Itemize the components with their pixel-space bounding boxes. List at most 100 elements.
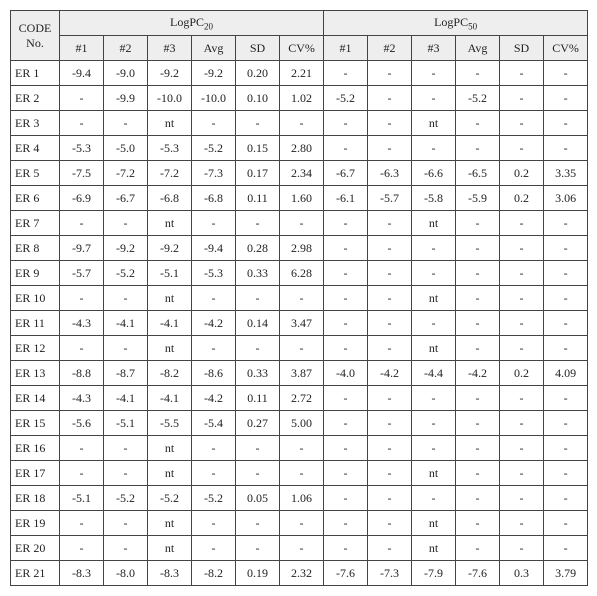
data-cell: -5.3 [148,136,192,161]
data-cell: 0.15 [236,136,280,161]
data-cell: 0.33 [236,261,280,286]
data-cell: - [544,86,588,111]
data-cell: - [280,436,324,461]
code-cell: ER 18 [11,486,60,511]
header-group-logpc50: LogPC50 [324,11,588,36]
code-cell: ER 11 [11,311,60,336]
data-cell: - [456,136,500,161]
data-cell: -6.8 [192,186,236,211]
code-cell: ER 12 [11,336,60,361]
data-cell: - [500,436,544,461]
table-row: ER 10--nt-----nt--- [11,286,588,311]
data-cell: - [324,536,368,561]
table-body: ER 1-9.4-9.0-9.2-9.20.202.21------ ER 2-… [11,61,588,586]
data-cell: -7.3 [192,161,236,186]
code-cell: ER 20 [11,536,60,561]
data-cell: -7.5 [60,161,104,186]
data-cell: - [368,486,412,511]
data-cell: - [500,511,544,536]
data-cell: 0.17 [236,161,280,186]
data-cell: - [544,436,588,461]
data-cell: 2.80 [280,136,324,161]
data-cell: - [412,236,456,261]
data-cell: -4.3 [60,386,104,411]
data-cell: 0.05 [236,486,280,511]
data-cell: - [500,311,544,336]
data-cell: -4.4 [412,361,456,386]
data-cell: - [368,286,412,311]
header-group2-text: LogPC [434,15,468,29]
data-cell: - [280,286,324,311]
data-cell: - [280,111,324,136]
data-cell: -10.0 [192,86,236,111]
data-cell: -5.3 [192,261,236,286]
data-cell: - [324,261,368,286]
data-cell: - [544,236,588,261]
data-cell: - [324,386,368,411]
data-cell: 1.06 [280,486,324,511]
data-cell: -6.5 [456,161,500,186]
data-cell: - [500,111,544,136]
data-cell: 3.35 [544,161,588,186]
data-cell: -9.7 [60,236,104,261]
data-cell: - [280,536,324,561]
data-cell: nt [412,286,456,311]
data-cell: -9.2 [148,61,192,86]
data-cell: - [544,136,588,161]
data-cell: - [104,536,148,561]
code-cell: ER 8 [11,236,60,261]
data-cell: -4.2 [368,361,412,386]
data-cell: - [412,486,456,511]
data-cell: -9.2 [104,236,148,261]
data-cell: - [544,511,588,536]
data-cell: -5.2 [456,86,500,111]
header-col: #2 [104,36,148,61]
header-subrow: #1#2#3AvgSDCV%#1#2#3AvgSDCV% [11,36,588,61]
data-cell: - [456,311,500,336]
data-cell: -7.6 [456,561,500,586]
table-row: ER 3--nt-----nt--- [11,111,588,136]
data-cell: - [236,461,280,486]
data-cell: - [456,286,500,311]
header-col: #1 [324,36,368,61]
data-cell: - [192,511,236,536]
data-cell: - [60,511,104,536]
data-cell: -4.2 [456,361,500,386]
data-cell: - [324,236,368,261]
data-cell: - [60,86,104,111]
header-col: #2 [368,36,412,61]
data-cell: - [368,461,412,486]
data-cell: - [500,236,544,261]
data-cell: - [192,461,236,486]
code-cell: ER 4 [11,136,60,161]
data-cell: - [500,136,544,161]
data-cell: - [368,61,412,86]
data-cell: 6.28 [280,261,324,286]
data-cell: - [544,61,588,86]
data-cell: - [456,261,500,286]
data-cell: - [104,511,148,536]
data-cell: - [544,386,588,411]
data-cell: 0.11 [236,186,280,211]
data-cell: -5.6 [60,411,104,436]
data-cell: - [456,336,500,361]
data-cell: -8.3 [60,561,104,586]
data-cell: - [324,461,368,486]
data-table: CODE No. LogPC20 LogPC50 #1#2#3AvgSDCV%#… [10,10,588,586]
table-row: ER 18-5.1-5.2-5.2-5.20.051.06------ [11,486,588,511]
data-cell: -7.6 [324,561,368,586]
data-cell: - [60,536,104,561]
data-cell: 3.87 [280,361,324,386]
data-cell: - [500,461,544,486]
data-cell: - [60,211,104,236]
data-cell: -6.8 [148,186,192,211]
data-cell: - [324,336,368,361]
header-group1-sub: 20 [204,21,213,31]
data-cell: - [60,286,104,311]
data-cell: -4.1 [148,311,192,336]
data-cell: -8.0 [104,561,148,586]
data-cell: 3.47 [280,311,324,336]
data-cell: -6.7 [324,161,368,186]
data-cell: -4.1 [104,311,148,336]
data-cell: - [280,336,324,361]
